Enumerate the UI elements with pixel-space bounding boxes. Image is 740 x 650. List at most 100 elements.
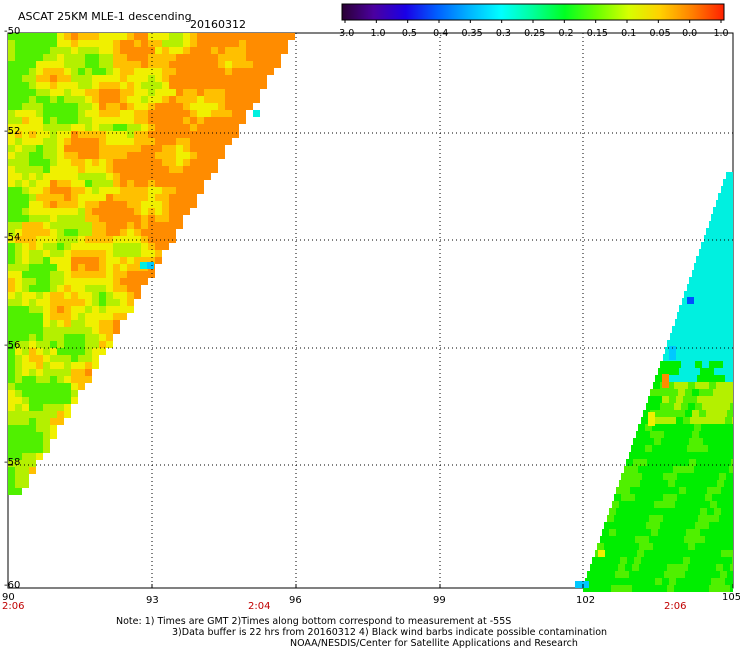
wind-cell [197, 75, 204, 82]
wind-cell [684, 312, 691, 319]
wind-cell [127, 166, 134, 173]
wind-cell [162, 243, 169, 250]
wind-cell [644, 529, 651, 536]
wind-cell [642, 536, 649, 543]
wind-cell [705, 291, 712, 298]
wind-cell [630, 550, 637, 557]
wind-cell [218, 110, 225, 117]
wind-cell [50, 285, 57, 292]
wind-cell [155, 47, 162, 54]
wind-cell [85, 257, 92, 264]
wind-cell [678, 431, 685, 438]
wind-cell [120, 145, 127, 152]
wind-cell [106, 103, 113, 110]
wind-cell [22, 166, 29, 173]
wind-cell [148, 61, 155, 68]
wind-cell [85, 145, 92, 152]
wind-cell [162, 236, 169, 243]
wind-cell [36, 320, 43, 327]
wind-cell [190, 159, 197, 166]
lat-label: -60 [4, 580, 21, 591]
wind-cell [64, 96, 71, 103]
wind-cell [260, 75, 267, 82]
wind-cell [641, 417, 648, 424]
wind-cell [71, 124, 78, 131]
wind-cell [246, 75, 253, 82]
wind-cell [679, 305, 686, 312]
wind-cell [700, 550, 707, 557]
wind-cell [190, 54, 197, 61]
wind-cell [8, 439, 15, 446]
wind-cell [190, 103, 197, 110]
note-line-3: NOAA/NESDIS/Center for Satellite Applica… [290, 638, 578, 649]
wind-cell [92, 334, 99, 341]
wind-cell [176, 201, 183, 208]
wind-cell [43, 278, 50, 285]
wind-cell [8, 229, 15, 236]
wind-cell [113, 299, 120, 306]
wind-cell [225, 117, 232, 124]
wind-cell [634, 578, 641, 585]
wind-cell [85, 341, 92, 348]
wind-cell [183, 117, 190, 124]
wind-cell [15, 229, 22, 236]
wind-cell [720, 571, 727, 578]
wind-cell [71, 75, 78, 82]
wind-cell [575, 581, 589, 588]
wind-cell [134, 208, 141, 215]
wind-cell [732, 578, 733, 585]
wind-cell [713, 207, 720, 214]
wind-cell [8, 138, 15, 145]
wind-cell [113, 222, 120, 229]
wind-cell [85, 369, 92, 376]
wind-cell [127, 306, 134, 313]
wind-cell [719, 312, 726, 319]
wind-cell [78, 264, 85, 271]
wind-cell [204, 110, 211, 117]
wind-cell [92, 243, 99, 250]
wind-cell [22, 264, 29, 271]
wind-cell [43, 362, 50, 369]
wind-cell [619, 501, 626, 508]
wind-cell [662, 557, 669, 564]
wind-cell [8, 446, 15, 453]
wind-cell [708, 284, 715, 291]
wind-cell [218, 117, 225, 124]
wind-cell [246, 54, 253, 61]
wind-cell [627, 578, 634, 585]
wind-cell [99, 89, 106, 96]
wind-cell [597, 543, 604, 550]
wind-cell [36, 96, 43, 103]
wind-cell [85, 376, 92, 383]
wind-cell [730, 585, 733, 592]
wind-cell [134, 68, 141, 75]
wind-cell [71, 145, 78, 152]
wind-cell [699, 249, 706, 256]
wind-cell [64, 411, 71, 418]
wind-cell [147, 262, 154, 269]
wind-cell [120, 187, 127, 194]
wind-cell [723, 543, 730, 550]
wind-cell [239, 47, 246, 54]
wind-cell [50, 208, 57, 215]
wind-cell [658, 508, 665, 515]
wind-cell [728, 368, 733, 375]
wind-cell [71, 61, 78, 68]
wind-cell [716, 403, 723, 410]
wind-cell [22, 481, 29, 488]
wind-cell [225, 61, 232, 68]
wind-cell [183, 180, 190, 187]
wind-cell [43, 152, 50, 159]
wind-cell [725, 235, 732, 242]
wind-cell [106, 327, 113, 334]
wind-cell [675, 319, 682, 326]
wind-cell [36, 54, 43, 61]
wind-cell [190, 194, 197, 201]
wind-cell [113, 250, 120, 257]
wind-cell [731, 319, 733, 326]
wind-cell [29, 341, 36, 348]
wind-cell [64, 383, 71, 390]
wind-cell [696, 480, 703, 487]
wind-cell [15, 68, 22, 75]
wind-cell [253, 96, 260, 103]
